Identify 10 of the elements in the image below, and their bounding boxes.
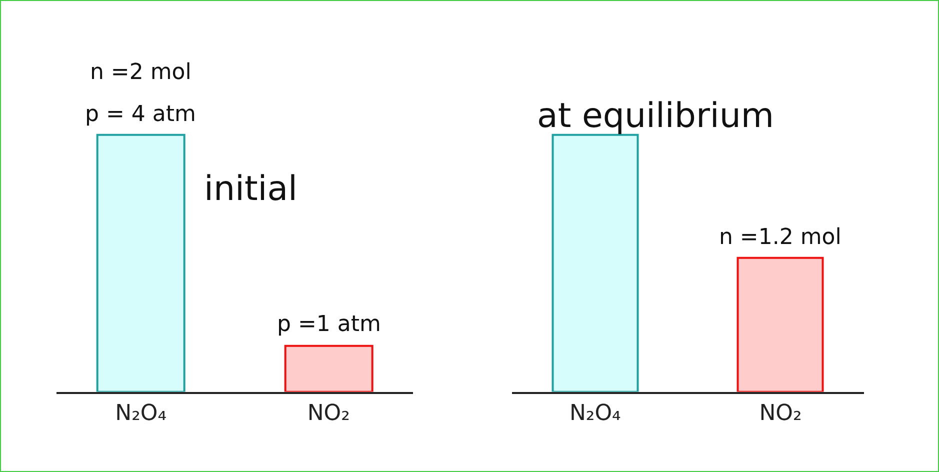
annotation: p =1 atm	[277, 312, 381, 337]
annotation: n =2 mol	[90, 60, 192, 85]
x-tick-label: NO₂	[759, 401, 802, 426]
text: initial	[204, 169, 298, 209]
annotation: p = 4 atm	[85, 102, 196, 127]
chart-title: at equilibrium	[537, 96, 774, 136]
x-tick-label: N₂O₄	[569, 401, 622, 426]
x-tick-label: N₂O₄	[115, 401, 167, 426]
x-tick-label: NO₂	[307, 401, 350, 426]
annotation: n =1.2 mol	[719, 225, 842, 250]
